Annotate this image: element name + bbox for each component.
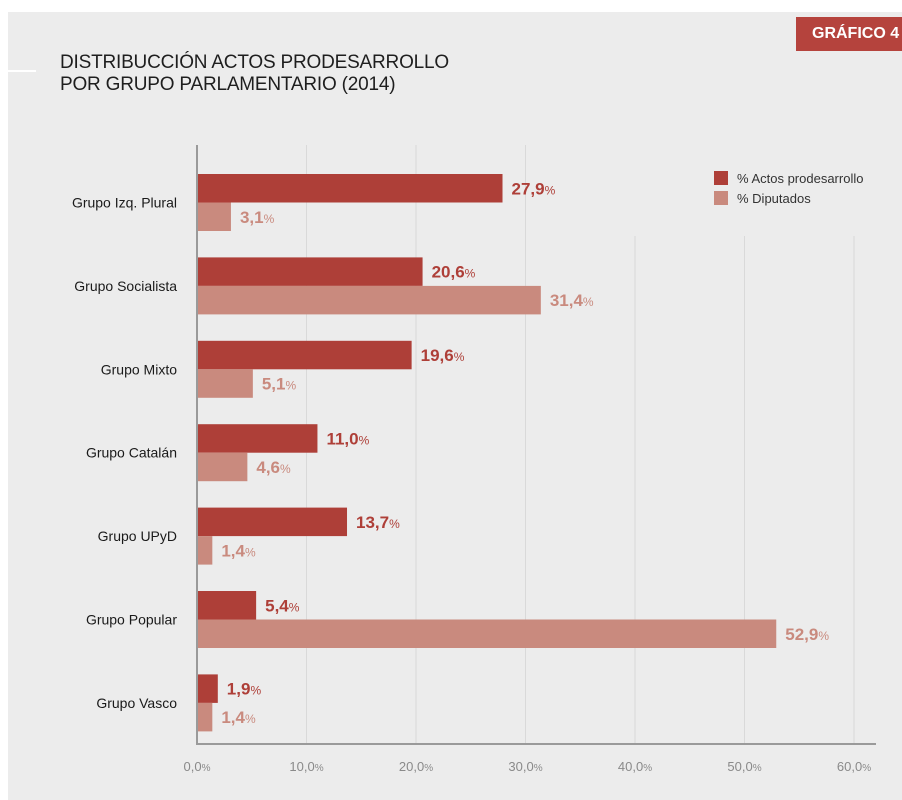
x-tick-label: 20,0% [399, 759, 433, 774]
bar-diputados [197, 285, 541, 315]
data-label: 3,1% [240, 208, 275, 227]
data-label: 19,6% [421, 346, 465, 365]
bar-actos [197, 257, 423, 286]
legend-swatch-diputados [714, 191, 728, 205]
bar-actos [197, 591, 257, 620]
chart-legend: % Actos prodesarrollo % Diputados [714, 168, 863, 208]
data-label: 5,1% [262, 375, 297, 394]
chart-title: DISTRIBUCCIÓN ACTOS PRODESARROLLO POR GR… [60, 52, 449, 96]
chart-panel [8, 12, 902, 800]
x-tick-label: 30,0% [508, 759, 542, 774]
data-label: 11,0% [326, 429, 369, 448]
legend-item-actos: % Actos prodesarrollo [714, 168, 863, 188]
bar-actos [197, 507, 348, 537]
data-label: 31,4% [550, 291, 594, 310]
bar-diputados [197, 619, 777, 648]
data-label: 27,9% [512, 179, 556, 198]
figure-badge: GRÁFICO 4 [796, 17, 902, 51]
legend-item-diputados: % Diputados [714, 188, 863, 208]
chart-title-line-2: POR GRUPO PARLAMENTARIO (2014) [60, 74, 396, 95]
chart-title-line-1: DISTRIBUCCIÓN ACTOS PRODESARROLLO [60, 52, 449, 73]
bar-actos [197, 424, 318, 453]
data-label: 5,4% [265, 596, 300, 615]
data-label: 1,9% [227, 680, 262, 699]
data-label: 4,6% [256, 458, 291, 477]
x-tick-label: 10,0% [289, 759, 323, 774]
bar-diputados [197, 369, 253, 398]
bar-diputados [197, 202, 231, 231]
legend-label-diputados: % Diputados [737, 190, 811, 206]
bar-actos [197, 340, 412, 370]
bar-diputados [197, 452, 248, 482]
bar-diputados [197, 702, 213, 732]
legend-label-actos: % Actos prodesarrollo [737, 170, 864, 186]
data-label: 52,9% [785, 625, 829, 644]
data-label: 13,7% [356, 513, 400, 532]
category-label: Grupo Izq. Plural [72, 195, 177, 211]
category-label: Grupo Mixto [101, 361, 177, 377]
data-label: 1,4% [221, 708, 256, 727]
category-label: Grupo Socialista [74, 278, 177, 294]
x-tick-label: 40,0% [618, 759, 652, 774]
x-tick-label: 60,0% [837, 759, 871, 774]
bar-actos [197, 174, 503, 203]
category-label: Grupo Popular [86, 612, 177, 628]
x-tick-label: 0,0% [184, 759, 211, 774]
category-label: Grupo UPyD [98, 528, 177, 544]
category-label: Grupo Vasco [96, 695, 177, 711]
legend-swatch-actos [714, 171, 728, 185]
category-label: Grupo Catalán [86, 445, 177, 461]
data-label: 20,6% [432, 263, 476, 282]
bar-diputados [197, 536, 213, 565]
data-label: 1,4% [221, 541, 256, 560]
x-tick-label: 50,0% [727, 759, 761, 774]
title-accent-rule [8, 70, 36, 72]
bar-actos [197, 674, 218, 703]
